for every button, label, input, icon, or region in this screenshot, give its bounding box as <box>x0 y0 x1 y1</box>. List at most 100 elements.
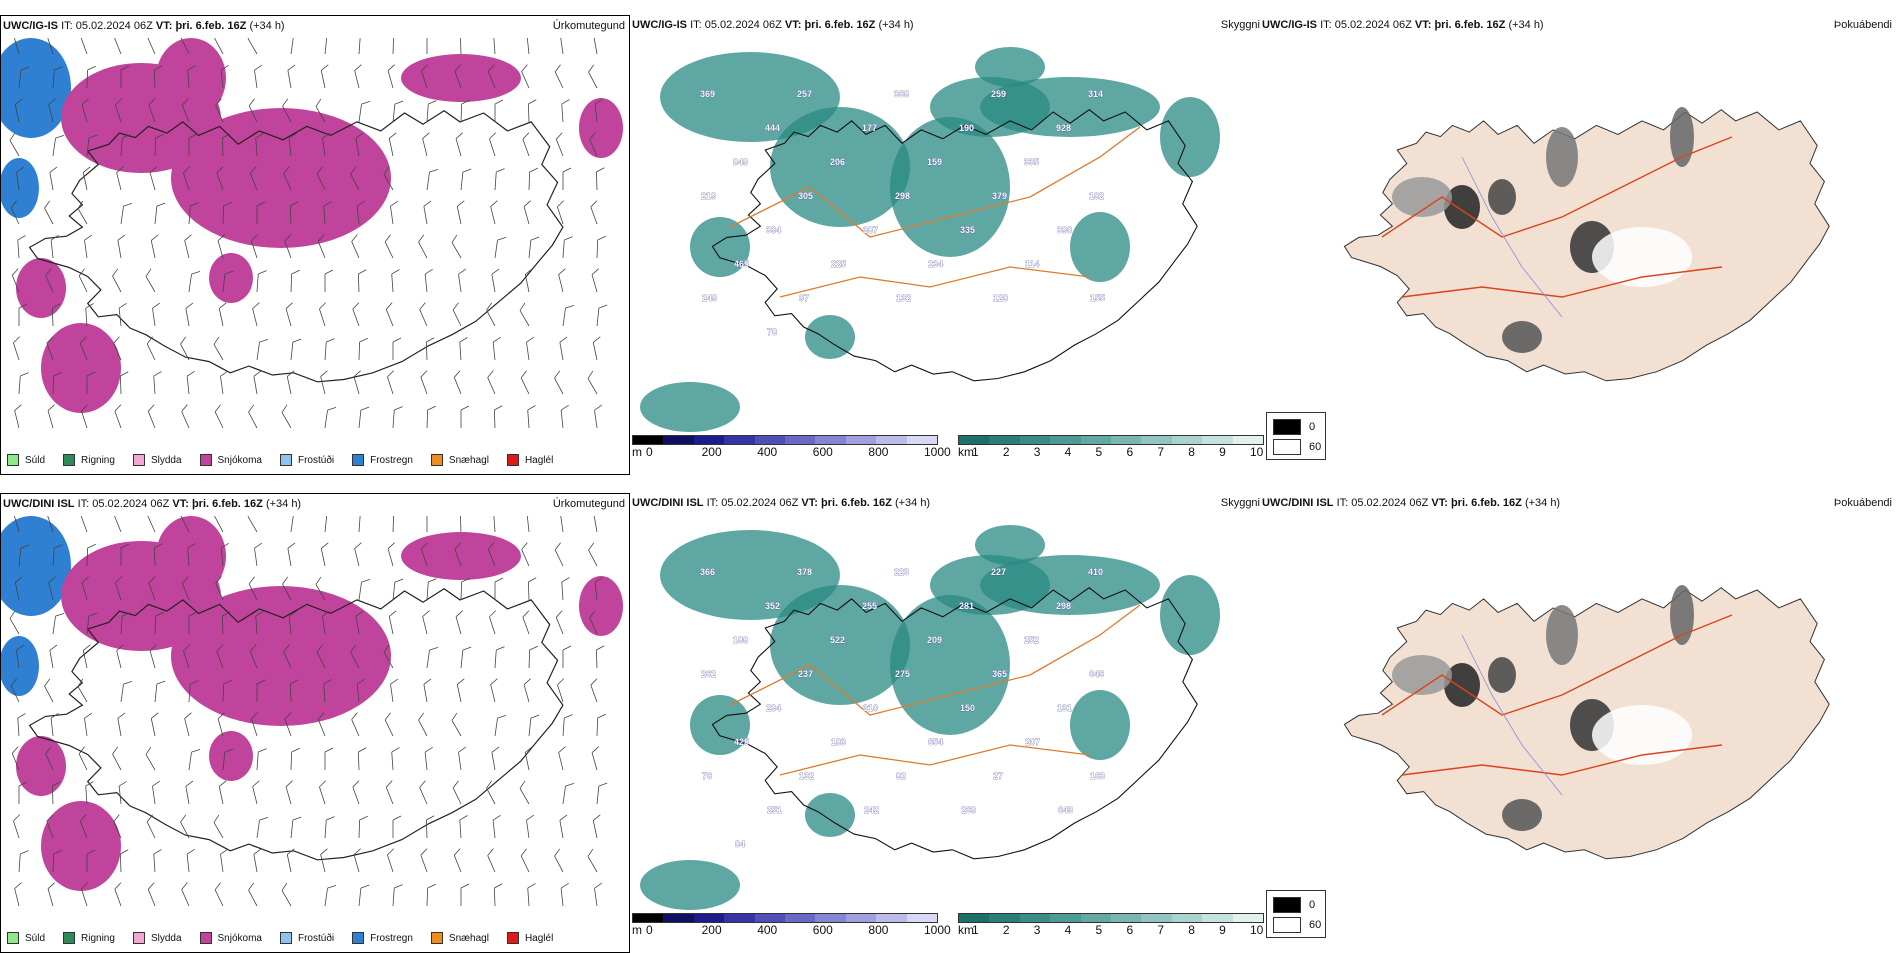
wind-barb <box>425 269 435 292</box>
colorbar-tick-label: 8 <box>1188 923 1195 937</box>
wind-barb <box>280 883 298 906</box>
wind-barb <box>526 337 537 360</box>
cloud-base-label: 150 <box>960 703 975 713</box>
wind-barb <box>591 747 605 770</box>
colorbar-segment <box>1141 436 1171 444</box>
legend-swatch <box>200 454 212 466</box>
wind-barb <box>559 337 571 360</box>
wind-barb <box>82 167 94 190</box>
legend-swatch <box>200 932 212 944</box>
wind-barb <box>254 543 265 566</box>
lead-time: (+34 h) <box>249 20 284 32</box>
wind-barb <box>184 235 197 258</box>
wind-barb <box>587 543 604 566</box>
low-visibility-area <box>1160 97 1220 177</box>
wind-barb <box>325 516 335 533</box>
wind-barb <box>113 883 128 906</box>
low-visibility-area <box>890 595 1010 735</box>
colorbar-segment <box>724 436 754 444</box>
colorbar-tick-label: 200 <box>702 445 722 459</box>
wind-barb <box>247 405 264 428</box>
wind-barb <box>589 201 604 224</box>
colorbar-segment <box>663 436 693 444</box>
wind-barb <box>144 747 162 770</box>
cloud-base-label: 522 <box>830 635 845 645</box>
cloud-base-label: 131 <box>1057 703 1072 713</box>
low-visibility-area <box>1070 212 1130 282</box>
wind-barb <box>561 883 571 906</box>
wind-barb <box>456 679 468 702</box>
snow-area <box>401 532 521 580</box>
wind-barb <box>253 849 265 872</box>
colorbar-tick-label: 9 <box>1219 445 1226 459</box>
wind-barb <box>490 679 503 702</box>
wind-barb <box>586 849 604 872</box>
wind-barb <box>51 713 61 736</box>
wind-barb <box>180 883 196 906</box>
cloud-base-label: 114 <box>1025 259 1040 269</box>
wind-barb <box>325 270 333 292</box>
colorbar-tick-label: 7 <box>1157 445 1164 459</box>
wind-barb <box>51 235 61 258</box>
wind-barb <box>287 543 299 566</box>
colorbar-segment <box>815 914 845 922</box>
wind-barb <box>325 338 335 361</box>
wind-barb <box>146 38 162 54</box>
fog-index-area <box>1488 657 1516 693</box>
wind-barb <box>383 235 400 258</box>
cloud-base-label: 849 <box>733 157 748 167</box>
colorbar-tick-label: 1000 <box>924 445 951 459</box>
cloud-base-label: 255 <box>862 601 877 611</box>
wind-barb <box>354 65 367 88</box>
wind-barb <box>419 371 434 394</box>
snow-area <box>16 736 66 796</box>
wind-barb <box>220 371 231 394</box>
cloud-base-label: 155 <box>1090 293 1105 303</box>
wind-barb <box>351 781 366 804</box>
wind-barb <box>527 405 537 428</box>
colorbar-tick-label: 8 <box>1188 445 1195 459</box>
fog-index-area <box>1502 321 1542 353</box>
cloud-base-label: 390 <box>1057 225 1072 235</box>
low-visibility-area <box>770 585 910 705</box>
wind-barb <box>76 201 94 224</box>
colorbar-tick-label: 0 <box>646 923 653 937</box>
wind-barb <box>521 611 536 634</box>
cloud-base-label: 190 <box>959 123 974 133</box>
wind-barb <box>285 303 299 326</box>
wind-barb <box>594 405 605 428</box>
wind-barb <box>53 134 64 157</box>
panel-title: Skyggni <box>1221 497 1260 509</box>
colorbar-segment <box>989 436 1019 444</box>
wind-barb <box>291 270 300 292</box>
wind-barb <box>521 133 536 156</box>
wind-barb <box>520 543 536 566</box>
wind-barb <box>526 815 537 838</box>
wind-barb <box>456 201 468 224</box>
wind-barb <box>426 338 435 360</box>
colorbar-segment <box>1202 914 1232 922</box>
wind-barb <box>189 748 200 771</box>
wind-barb <box>594 883 605 906</box>
wind-barb <box>488 611 502 634</box>
wind-barb <box>493 337 503 360</box>
colorbar-segment <box>785 914 815 922</box>
wind-barb <box>218 781 230 804</box>
cloud-base-label: 352 <box>765 601 780 611</box>
wind-barb <box>387 65 401 88</box>
visibility-panel-row1: UWC/IG-IS IT: 05.02.2024 06Z VT: þri. 6.… <box>630 15 1260 475</box>
cloud-base-label: 654 <box>928 737 943 747</box>
fog-index-area <box>1546 127 1578 187</box>
wind-barb <box>320 371 333 394</box>
freezing-rain-area <box>1 636 39 696</box>
colorbar-segment <box>846 914 876 922</box>
legend-item: Haglél <box>507 454 553 466</box>
colorbar-tick-label: 2 <box>1003 445 1010 459</box>
cloud-base-label: 177 <box>862 123 877 133</box>
wind-barb <box>418 303 434 326</box>
legend-swatch <box>133 454 145 466</box>
wind-barb <box>17 713 27 736</box>
wind-barb <box>152 781 163 804</box>
